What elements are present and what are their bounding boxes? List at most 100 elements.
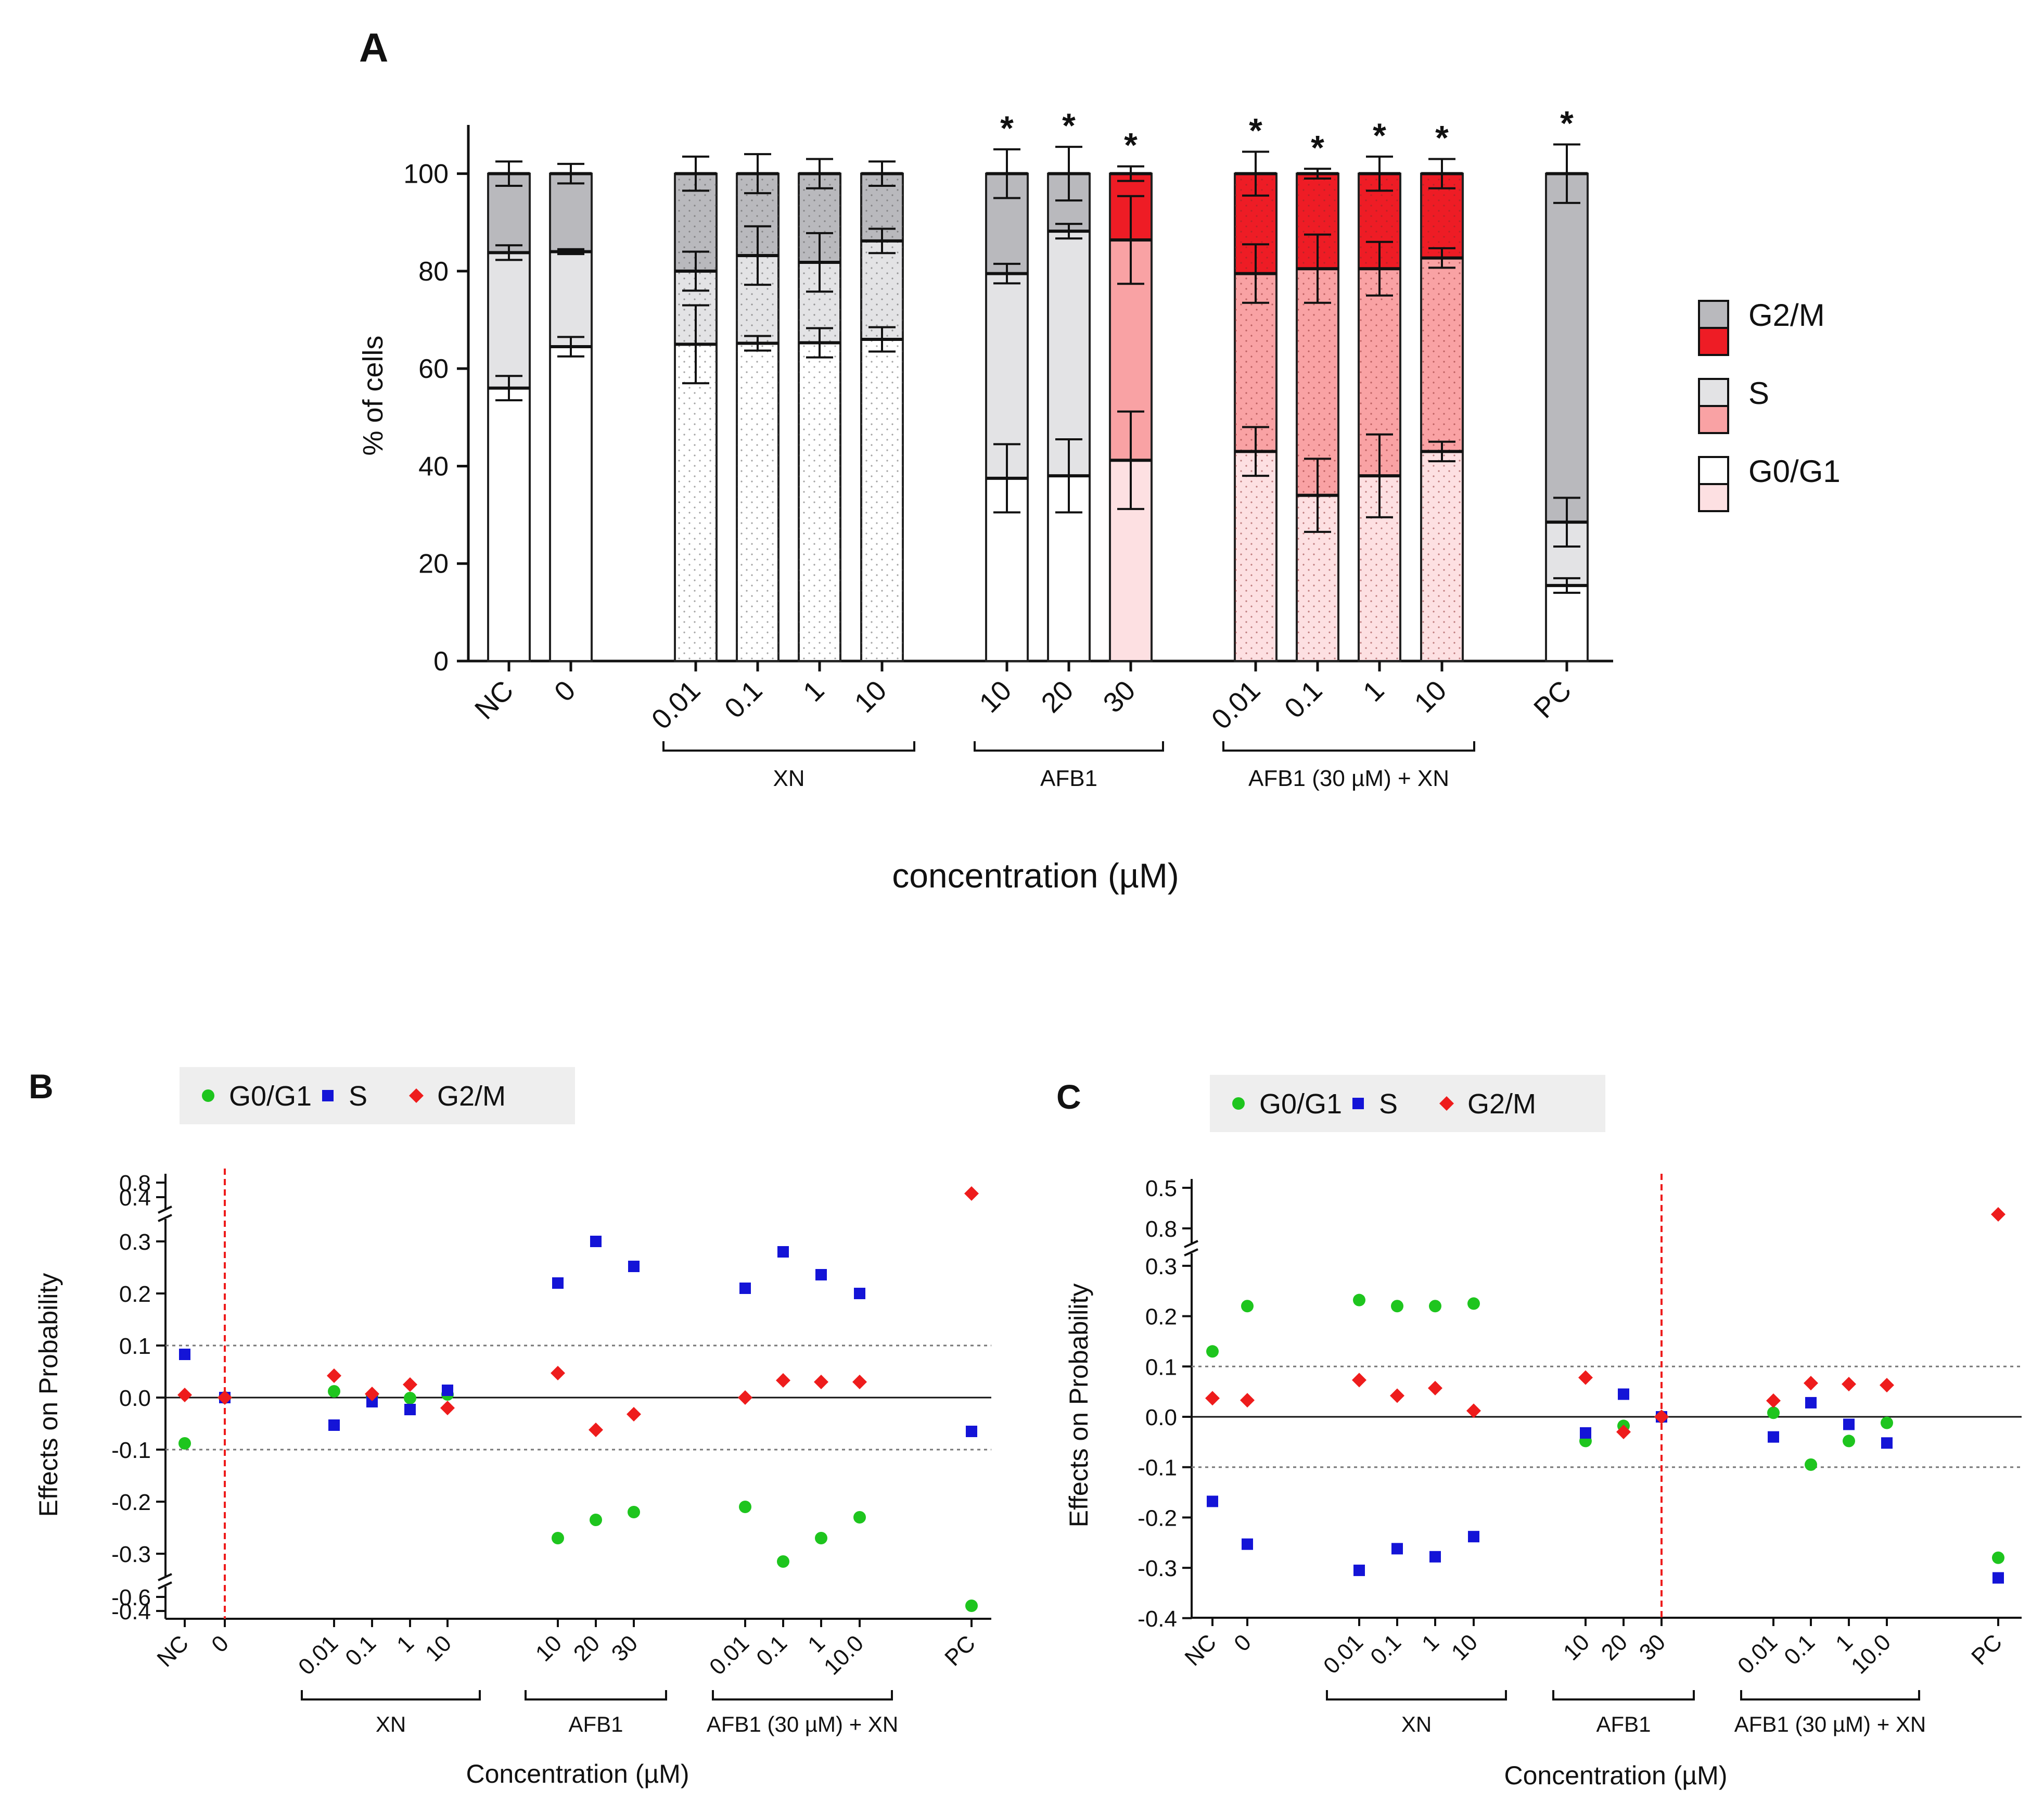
x-tick-label: 20: [569, 1630, 605, 1666]
x-tick-label: 1: [1357, 675, 1390, 708]
x-axis-title: Concentration (µM): [1504, 1761, 1728, 1790]
x-tick-label: 0.01: [646, 675, 707, 735]
legend-box: [180, 1067, 575, 1124]
data-point-g2m: [1880, 1378, 1894, 1393]
y-tick-label: 0: [433, 646, 449, 677]
legend-swatch-gray: [1698, 378, 1729, 407]
x-tick-label: 20: [1596, 1629, 1632, 1665]
legend-marker-g2m: [1439, 1096, 1454, 1111]
data-point-g2m: [627, 1407, 641, 1422]
data-point-g0g1: [590, 1514, 602, 1526]
x-tick-label: 0.01: [705, 1630, 754, 1680]
data-point-g2m: [327, 1368, 341, 1383]
data-point-s: [1580, 1427, 1591, 1439]
x-tick-label: 0.1: [340, 1630, 381, 1671]
x-tick-label: 30: [1097, 675, 1142, 719]
group-label: AFB1 (30 µM) + XN: [1734, 1712, 1926, 1736]
x-axis-title: concentration (µM): [892, 856, 1179, 895]
group-bracket: [662, 741, 915, 752]
significance-star: *: [1435, 119, 1449, 157]
y-tick-label: 0.1: [119, 1334, 151, 1359]
group-bracket: [525, 1690, 667, 1701]
data-point-g2m: [403, 1377, 417, 1392]
data-point-s: [366, 1396, 378, 1407]
significance-star: *: [1000, 109, 1014, 147]
data-point-g0g1: [739, 1501, 751, 1513]
significance-star: *: [1124, 126, 1138, 164]
significance-star: *: [1062, 106, 1076, 145]
group-bracket: [1222, 741, 1475, 752]
data-point-s: [1805, 1397, 1817, 1408]
y-tick-label: 0.0: [119, 1386, 151, 1411]
group-label: XN: [773, 766, 804, 791]
legend-label: G0/G1: [229, 1081, 312, 1112]
data-point-s: [179, 1349, 190, 1360]
bar-segment-g0g1: [1545, 584, 1589, 663]
data-point-g0g1: [552, 1532, 564, 1544]
data-point-g0g1: [965, 1600, 978, 1612]
data-point-g0g1: [1843, 1435, 1855, 1448]
data-point-s: [815, 1269, 827, 1280]
x-tick-label: 1: [392, 1630, 419, 1657]
axis-break-mark: [158, 1214, 172, 1222]
data-point-s: [854, 1288, 865, 1299]
x-tick-label: NC: [152, 1630, 194, 1672]
data-point-g2m: [738, 1390, 752, 1405]
scatter-chart-c: G0/G1 S G2/M -0.4 -0.3 -0.2 -0.1 0.0 0.1 0.2 0.3 0.…: [1064, 1075, 2022, 1790]
legend-label: G2/M: [1748, 298, 1825, 333]
legend-box: [1210, 1075, 1605, 1132]
data-point-g2m: [551, 1366, 565, 1380]
x-tick-label: 0.1: [751, 1630, 792, 1671]
legend-swatch-gray: [1698, 300, 1729, 329]
data-point-g0g1: [328, 1385, 340, 1398]
data-point-g0g1: [628, 1506, 640, 1518]
x-tick-label: 0.01: [1733, 1629, 1782, 1679]
x-tick-label: 0.1: [1279, 675, 1328, 725]
significance-star: *: [1249, 111, 1262, 150]
y-tick-label: 60: [418, 354, 449, 384]
significance-star: *: [1560, 104, 1574, 142]
data-point-s: [1429, 1551, 1441, 1563]
significance-star: *: [1373, 116, 1386, 155]
data-point-s: [777, 1246, 789, 1258]
y-tick-label: 0.0: [1145, 1405, 1177, 1430]
group-bracket: [712, 1690, 893, 1701]
bar-segment-g2m: [549, 172, 593, 253]
x-tick-label: 10: [1558, 1629, 1594, 1665]
data-point-g2m: [1991, 1207, 2005, 1222]
x-tick-label: 10: [420, 1630, 456, 1666]
data-point-g0g1: [1353, 1293, 1365, 1306]
significance-star: *: [1311, 128, 1324, 167]
data-point-g2m: [814, 1375, 828, 1389]
data-point-g0g1: [815, 1532, 827, 1544]
bar-segment-g0g1: [549, 346, 593, 662]
bar-dot-pattern: [861, 240, 903, 339]
y-tick-label: 0.5: [1145, 1176, 1177, 1201]
axis-break-mark: [158, 1581, 172, 1590]
group-bracket: [1740, 1690, 1920, 1701]
data-point-g0g1: [1805, 1458, 1817, 1471]
group-bracket: [301, 1690, 481, 1701]
bar-dot-pattern: [737, 343, 778, 661]
data-point-g2m: [1766, 1393, 1781, 1408]
data-point-g2m: [1352, 1373, 1366, 1388]
data-point-g2m: [1240, 1393, 1255, 1408]
legend-label: G0/G1: [1259, 1088, 1342, 1120]
legend-label: G0/G1: [1748, 454, 1841, 489]
y-tick-label: -0.2: [111, 1490, 151, 1515]
bar-segment-s: [985, 272, 1029, 479]
y-tick-label: 0.8: [1145, 1216, 1177, 1242]
data-point-g2m: [852, 1375, 867, 1389]
y-tick-label: -0.3: [111, 1542, 151, 1567]
data-point-s: [1391, 1543, 1403, 1555]
data-point-s: [1843, 1418, 1855, 1430]
x-axis-title: Concentration (µM): [466, 1759, 689, 1788]
data-point-s: [628, 1261, 640, 1272]
y-axis-title: Effects on Probability: [1064, 1284, 1093, 1528]
data-point-s: [1881, 1437, 1893, 1449]
bar-dot-pattern: [1297, 269, 1338, 496]
data-point-g2m: [1390, 1388, 1404, 1403]
data-point-g0g1: [1391, 1300, 1403, 1313]
bar-segment-g2m: [1545, 172, 1589, 524]
